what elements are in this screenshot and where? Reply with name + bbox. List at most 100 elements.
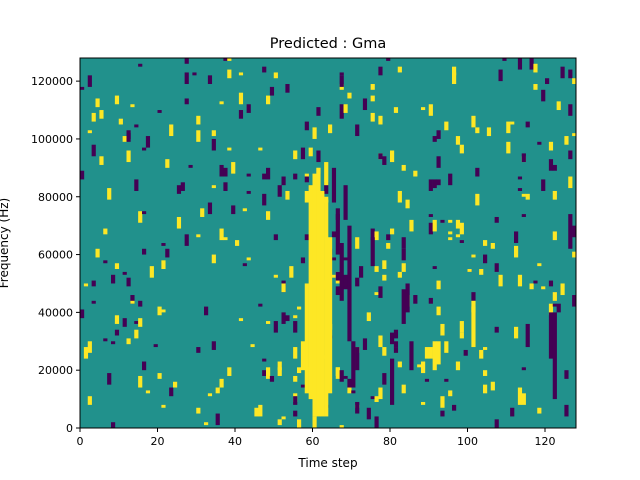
heatmap-cell xyxy=(448,231,453,235)
heatmap-cell xyxy=(467,269,472,272)
heatmap-cell xyxy=(219,101,224,105)
heatmap-cell xyxy=(211,185,216,189)
heatmap-cell xyxy=(370,84,375,90)
heatmap-cell xyxy=(436,306,441,316)
heatmap-cell xyxy=(87,75,92,87)
heatmap-cell xyxy=(122,271,127,275)
heatmap-cell xyxy=(304,176,309,183)
heatmap-cell xyxy=(428,179,433,191)
heatmap-cell xyxy=(184,72,189,85)
heatmap-cell xyxy=(440,396,445,408)
heatmap-cell xyxy=(514,231,519,243)
heatmap-cell xyxy=(266,321,271,324)
heatmap-cell xyxy=(506,121,511,134)
heatmap-cell xyxy=(138,318,143,327)
heatmap-cell xyxy=(161,243,166,246)
heatmap-cell xyxy=(138,375,143,388)
heatmap-cell xyxy=(428,214,433,217)
heatmap-cell xyxy=(498,274,503,287)
heatmap-cell xyxy=(293,321,298,333)
heatmap-cell xyxy=(401,263,406,272)
heatmap-cell xyxy=(324,182,329,194)
heatmap-cell xyxy=(479,269,484,275)
heatmap-cell xyxy=(339,84,344,90)
heatmap-cell xyxy=(176,216,182,229)
heatmap-cell xyxy=(428,297,433,304)
heatmap-cell xyxy=(300,384,306,388)
heatmap-cell xyxy=(126,133,131,142)
heatmap-cell xyxy=(188,164,193,168)
heatmap-cell xyxy=(521,214,526,217)
heatmap-cell xyxy=(130,300,135,304)
heatmap-cell xyxy=(304,173,309,177)
heatmap-cell xyxy=(215,413,220,426)
heatmap-cell xyxy=(331,274,337,278)
heatmap-cell xyxy=(312,127,317,139)
heatmap-cell xyxy=(134,179,139,191)
heatmap-cell xyxy=(238,318,244,322)
heatmap-cell xyxy=(281,283,286,293)
heatmap-cell xyxy=(223,237,228,241)
heatmap-cell xyxy=(374,396,379,402)
heatmap-cell xyxy=(200,208,205,217)
heatmap-cell xyxy=(541,89,546,102)
heatmap-cell xyxy=(91,144,96,157)
heatmap-cell xyxy=(494,419,499,428)
heatmap-cell xyxy=(293,410,298,417)
heatmap-segment xyxy=(312,173,317,417)
heatmap-segment xyxy=(293,347,298,359)
heatmap-cell xyxy=(304,121,309,131)
heatmap-cell xyxy=(258,147,263,151)
heatmap-cell xyxy=(157,306,162,316)
heatmap-cell xyxy=(130,104,135,108)
heatmap-cell xyxy=(293,375,298,382)
heatmap-cell xyxy=(122,136,127,142)
heatmap-cell xyxy=(328,124,333,134)
heatmap-cell xyxy=(455,219,461,229)
heatmap-cell xyxy=(444,378,449,382)
heatmap-cell xyxy=(444,121,449,131)
heatmap-cell xyxy=(254,407,259,417)
heatmap-cell xyxy=(475,167,480,177)
heatmap-cell xyxy=(568,176,573,189)
heatmap-cell xyxy=(351,390,356,394)
heatmap-cell xyxy=(83,283,89,287)
heatmap-segment xyxy=(316,167,321,417)
heatmap-cell xyxy=(401,237,406,249)
heatmap-segment xyxy=(304,283,309,394)
heatmap-cell xyxy=(266,211,271,220)
heatmap-cell xyxy=(382,373,387,385)
chart-title: Predicted : Gma xyxy=(270,36,386,52)
heatmap-cell xyxy=(510,121,515,125)
plot-area xyxy=(79,57,577,429)
heatmap-cell xyxy=(293,396,298,405)
heatmap-cell xyxy=(552,190,557,200)
heatmap-cell xyxy=(490,243,495,249)
heatmap-cell xyxy=(80,86,85,90)
heatmap-segment xyxy=(324,196,329,417)
heatmap-cell xyxy=(343,257,348,261)
heatmap-cell xyxy=(80,170,85,180)
heatmap-cell xyxy=(448,173,453,186)
heatmap-cell xyxy=(169,124,174,137)
heatmap-cell xyxy=(362,338,368,350)
heatmap-cell xyxy=(114,95,120,105)
heatmap-cell xyxy=(347,387,352,394)
heatmap-cell xyxy=(405,199,410,209)
heatmap-cell xyxy=(95,98,100,108)
heatmap-cell xyxy=(142,248,147,255)
heatmap-cell xyxy=(196,347,201,353)
heatmap-cell xyxy=(552,164,557,171)
heatmap-cell xyxy=(386,234,391,241)
heatmap-cell xyxy=(459,222,464,235)
y-tick-label: 20000 xyxy=(38,364,73,377)
heatmap-cell xyxy=(297,306,302,310)
heatmap-cell xyxy=(343,274,348,287)
heatmap-cell xyxy=(235,240,240,246)
heatmap-cell xyxy=(273,72,278,79)
heatmap-segment xyxy=(401,289,406,324)
heatmap-cell xyxy=(421,401,426,405)
y-tick-label: 40000 xyxy=(38,306,73,319)
heatmap-cell xyxy=(452,404,457,411)
